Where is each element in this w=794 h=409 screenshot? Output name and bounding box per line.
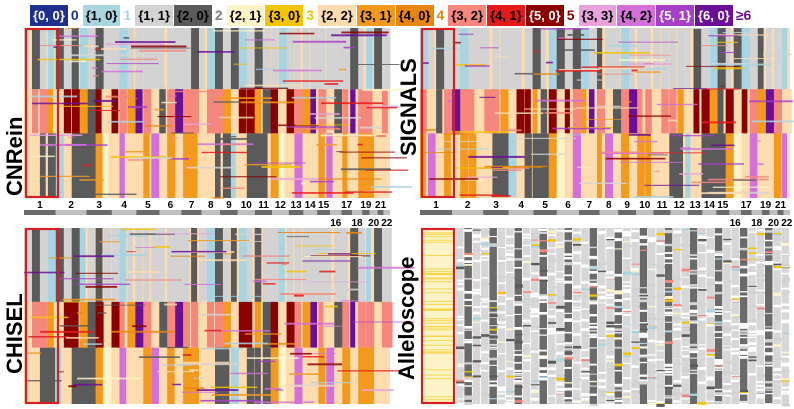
chromosome-label-3: 3: [493, 200, 499, 211]
legend-state-16: {5, 0}: [525, 4, 564, 26]
legend-total-1: 0: [70, 7, 79, 23]
chromosome-label-8: 8: [606, 200, 612, 211]
chromosome-label-14: 14: [305, 200, 317, 211]
method-label-chisel: CHISEL: [2, 293, 27, 374]
legend-state-11: {3, 1}: [356, 4, 395, 26]
chromosome-label-22: 22: [381, 218, 393, 229]
legend-state-19: {4, 2}: [617, 4, 656, 26]
chromosome-label-12: 12: [674, 200, 686, 211]
chromosome-label-20: 20: [368, 218, 380, 229]
chromosome-label-8: 8: [208, 200, 214, 211]
legend-state-21: {6, 0}: [694, 4, 733, 26]
chromosome-label-5: 5: [145, 200, 151, 211]
legend-total-6: 2: [214, 7, 223, 23]
chromosome-label-6: 6: [168, 200, 174, 211]
chromosome-label-10: 10: [241, 200, 253, 211]
chromosome-label-16: 16: [730, 218, 742, 229]
heatmap-alleloscope: [420, 227, 790, 407]
chromosome-label-13: 13: [690, 200, 702, 211]
chromosome-label-9: 9: [226, 200, 232, 211]
chromosome-label-1: 1: [37, 200, 43, 211]
method-label-signals: SIGNALS: [396, 58, 421, 156]
chromosome-label-2: 2: [465, 200, 471, 211]
chromosome-label-4: 4: [121, 200, 127, 211]
heatmap-signals: [420, 27, 794, 199]
chromosome-label-12: 12: [275, 200, 287, 211]
legend-state-0: {0, 0}: [30, 4, 68, 26]
chromosome-label-15: 15: [318, 200, 330, 211]
chromosome-label-11: 11: [657, 200, 668, 211]
chromosome-label-11: 11: [258, 200, 269, 211]
legend-total-9: 3: [306, 7, 315, 23]
chromosome-label-4: 4: [518, 200, 524, 211]
method-label-cnrein: CNRein: [2, 116, 27, 196]
legend-state-18: {3, 3}: [578, 4, 617, 26]
legend-state-20: {5, 1}: [656, 4, 694, 26]
chromosome-label-16: 16: [330, 218, 342, 229]
legend-state-14: {3, 2}: [448, 4, 487, 26]
legend-total-3: 1: [123, 7, 132, 23]
legend-state-5: {2, 0}: [174, 4, 212, 26]
chromosome-label-1: 1: [433, 200, 439, 211]
chromosome-label-20: 20: [768, 218, 780, 229]
chromosome-label-6: 6: [565, 200, 571, 211]
chromosome-label-21: 21: [375, 200, 387, 211]
chromosome-label-3: 3: [96, 200, 102, 211]
legend-state-7: {2, 1}: [226, 4, 265, 26]
chromosome-label-9: 9: [624, 200, 630, 211]
legend-total-17: 5: [566, 7, 575, 23]
legend-state-10: {2, 2}: [318, 4, 356, 26]
chromosome-label-14: 14: [704, 200, 716, 211]
chromosome-label-19: 19: [360, 200, 372, 211]
chromosome-label-17: 17: [741, 200, 753, 211]
chromosome-label-13: 13: [291, 200, 303, 211]
chromosome-label-18: 18: [751, 218, 763, 229]
heatmap-chisel: [24, 227, 415, 405]
method-label-alleloscope: Alleloscope: [394, 256, 419, 380]
chromosome-label-18: 18: [351, 218, 363, 229]
legend-state-2: {1, 0}: [82, 4, 121, 26]
legend-state-8: {3, 0}: [265, 4, 304, 26]
chromosome-label-15: 15: [717, 200, 729, 211]
chromosome-label-22: 22: [781, 218, 793, 229]
chromosome-label-7: 7: [587, 200, 593, 211]
legend-state-4: {1, 1}: [135, 4, 174, 26]
chromosome-label-5: 5: [542, 200, 548, 211]
legend-state-15: {4, 1}: [487, 4, 525, 26]
legend-total-13: 4: [436, 7, 445, 23]
chromosome-label-7: 7: [189, 200, 195, 211]
legend-total-22: ≥6: [735, 7, 752, 23]
chromosome-label-17: 17: [341, 200, 353, 211]
chromosome-label-10: 10: [639, 200, 651, 211]
legend: {0, 0} 0 {1, 0} 1 {1, 1} {2, 0} 2 {2, 1} {3, 0} 3…: [0, 0, 794, 30]
chromosome-label-21: 21: [775, 200, 787, 211]
legend-state-12: {4, 0}: [395, 4, 434, 26]
heatmap-cnrein: [24, 27, 413, 199]
chromosome-label-19: 19: [760, 200, 772, 211]
chromosome-label-2: 2: [68, 200, 74, 211]
